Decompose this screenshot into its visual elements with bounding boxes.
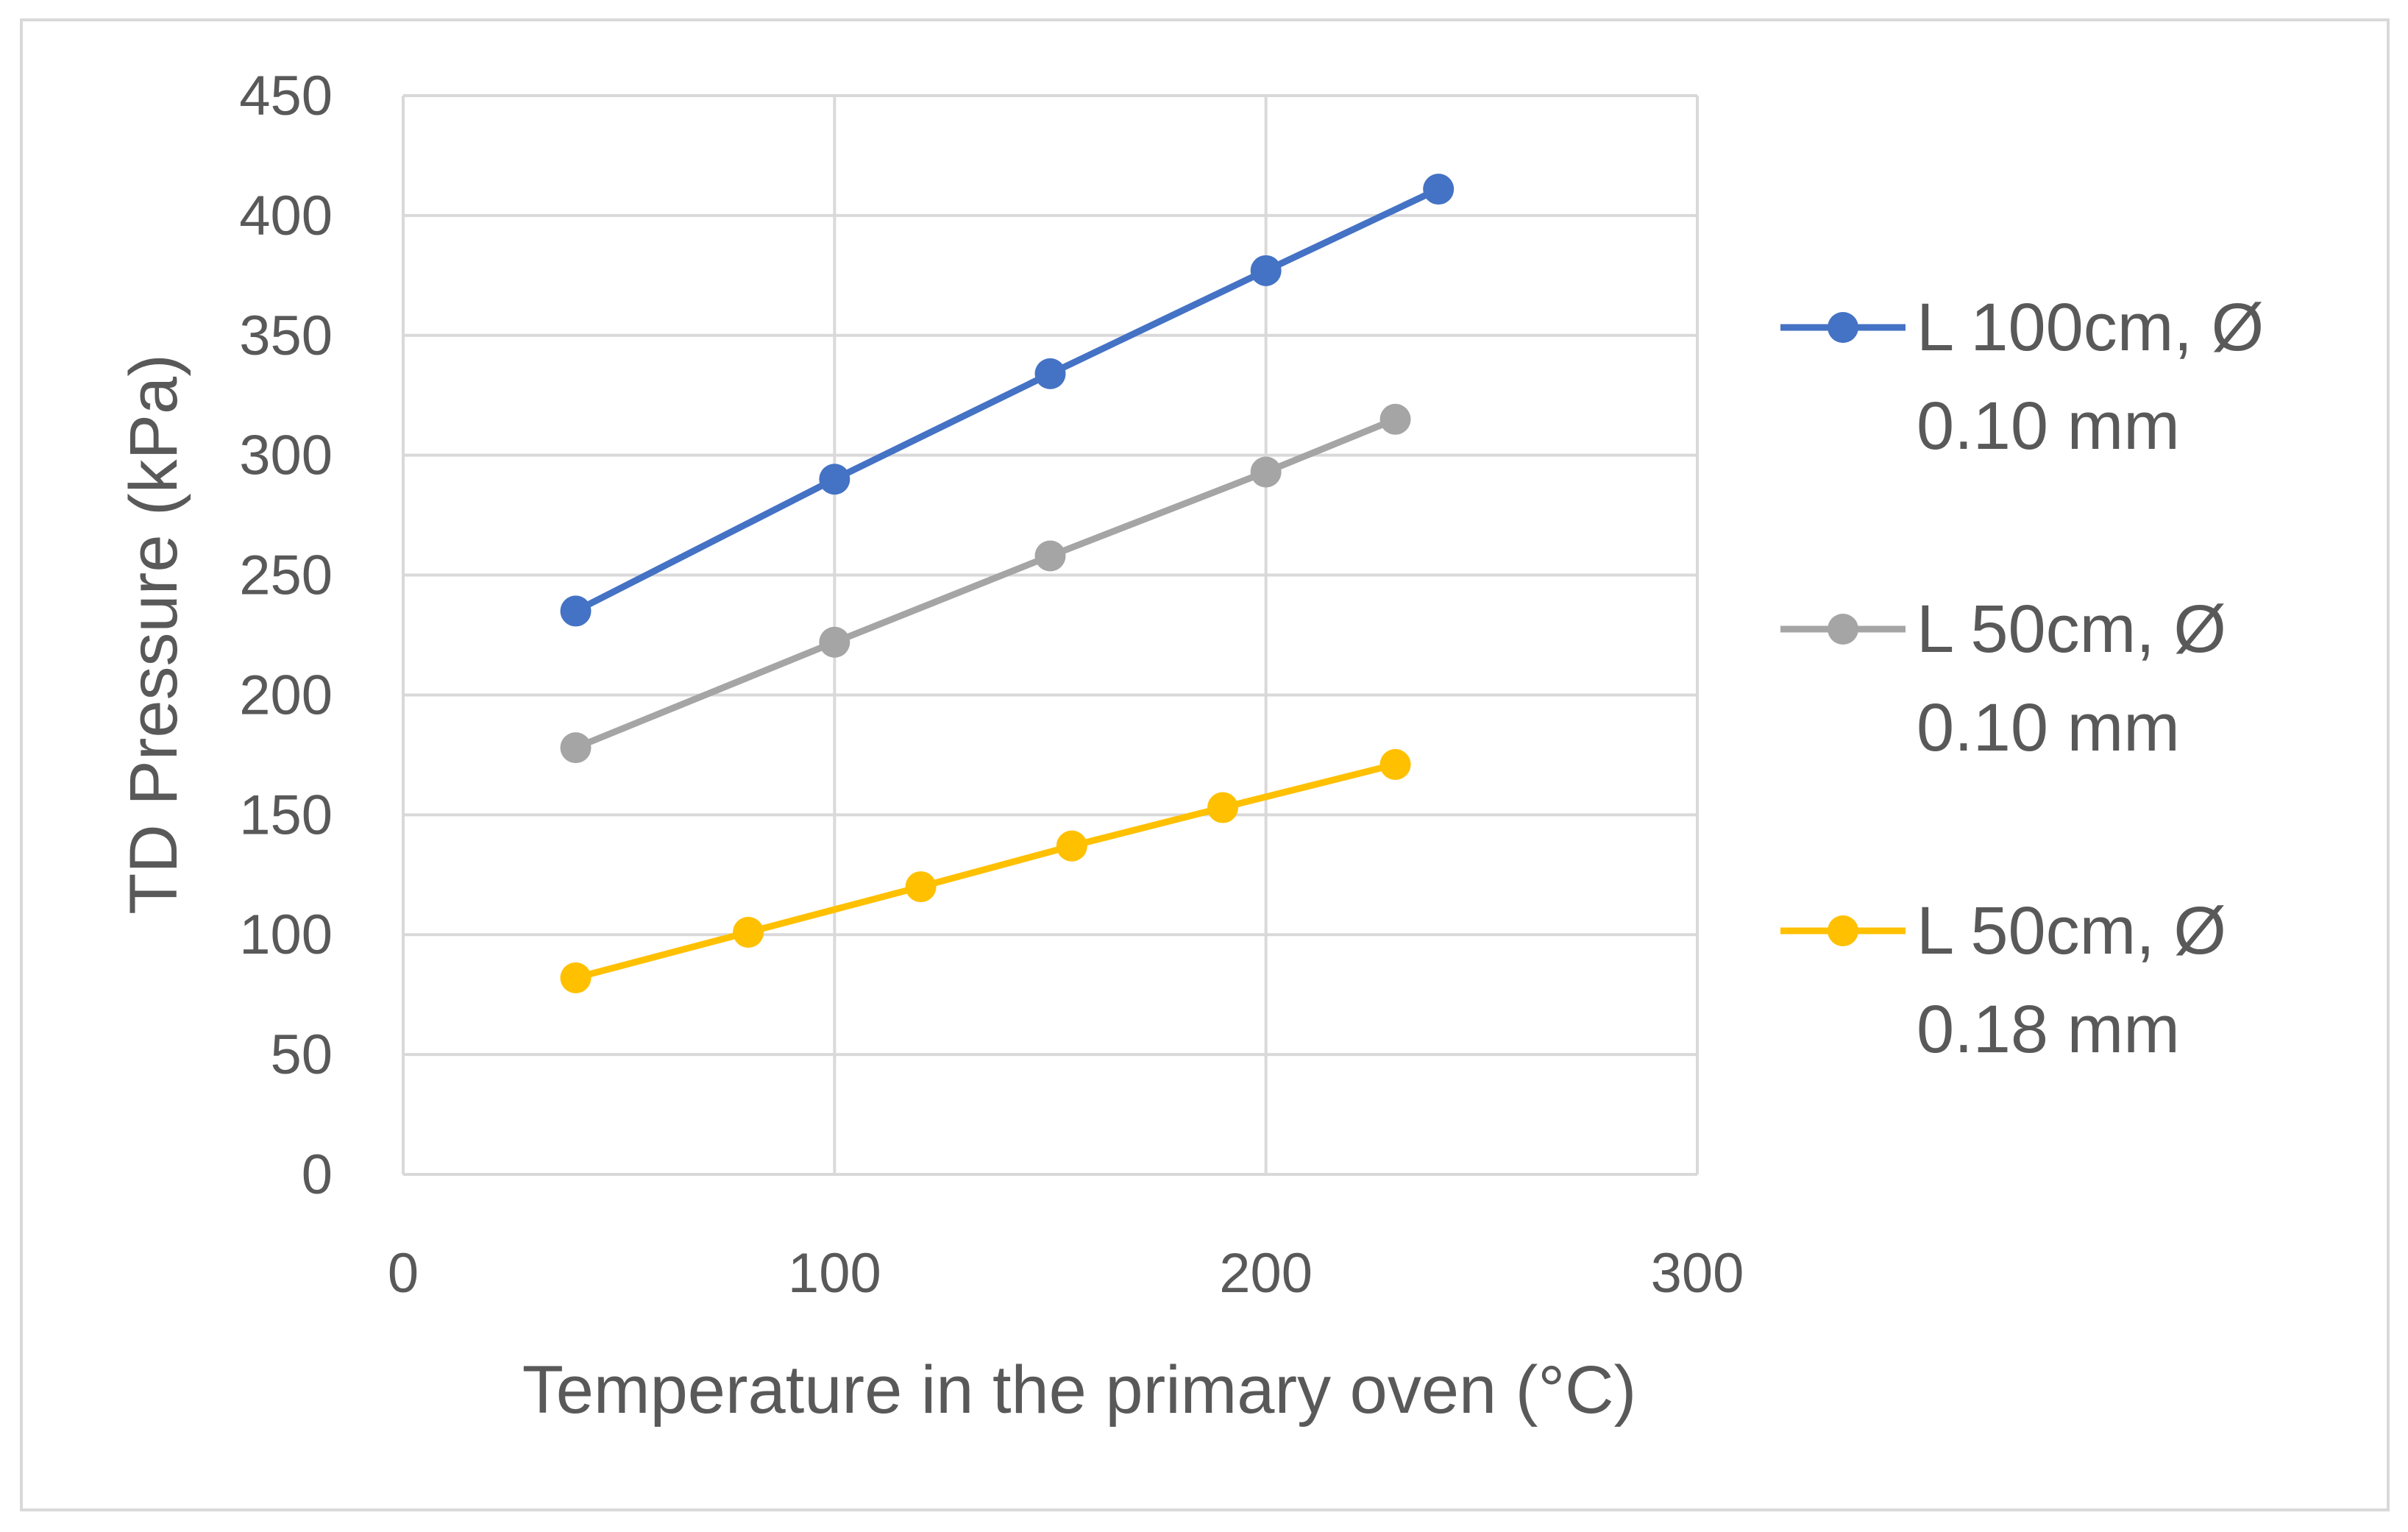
data-point-series-2 [1379,403,1411,435]
data-point-series-2 [1034,540,1066,572]
data-point-series-2 [1250,456,1282,488]
y-tick-label: 100 [239,904,333,966]
tick-labels: 0 50 100 150 200 250 300 350 400 450 0 100 200 300 [239,65,1744,1305]
legend-marker-2 [1828,614,1858,645]
y-tick-label: 150 [239,784,333,846]
y-tick-label: 250 [239,545,333,607]
data-point-series-1 [1250,255,1282,286]
data-point-series-3 [733,916,764,948]
legend: L 100cm, Ø 0.10 mm L 50cm, Ø 0.10 mm L 50cm,… [1780,290,2264,1067]
legend-label-1-line2: 0.10 mm [1917,389,2180,464]
data-point-series-3 [905,871,937,903]
data-point-series-1 [1423,174,1455,205]
y-axis-title: TD Pressure (kPa) [116,354,191,915]
axes [402,96,1697,1176]
y-tick-label: 50 [270,1024,333,1086]
series [560,174,1455,993]
data-point-series-2 [819,626,850,658]
data-point-series-3 [560,962,592,993]
y-tick-label: 300 [239,425,333,487]
data-point-series-3 [1207,792,1239,823]
data-point-series-1 [819,464,850,495]
data-point-series-3 [1056,830,1087,862]
data-point-series-1 [560,595,592,627]
x-tick-label: 100 [788,1242,881,1305]
legend-marker-1 [1828,312,1858,343]
y-tick-label: 450 [239,65,333,127]
series-line-3 [572,761,1399,982]
y-tick-label: 350 [239,305,333,367]
legend-label-2-line2: 0.10 mm [1917,690,2180,765]
legend-label-3-line1: L 50cm, Ø [1917,893,2226,968]
legend-label-2-line1: L 50cm, Ø [1917,592,2226,667]
y-tick-label: 400 [239,185,333,247]
data-point-series-2 [560,732,592,764]
data-point-series-3 [1379,748,1411,780]
chart-border [20,18,2390,1511]
x-tick-label: 0 [388,1242,419,1305]
y-tick-label: 0 [302,1143,333,1206]
x-tick-label: 200 [1219,1242,1313,1305]
legend-marker-3 [1828,915,1858,946]
x-axis-title: Temperature in the primary oven (°C) [522,1352,1636,1428]
x-tick-label: 300 [1651,1242,1744,1305]
data-point-series-1 [1034,358,1066,389]
y-tick-label: 200 [239,664,333,726]
legend-label-1-line1: L 100cm, Ø [1917,290,2264,365]
legend-label-3-line2: 0.18 mm [1917,992,2180,1067]
